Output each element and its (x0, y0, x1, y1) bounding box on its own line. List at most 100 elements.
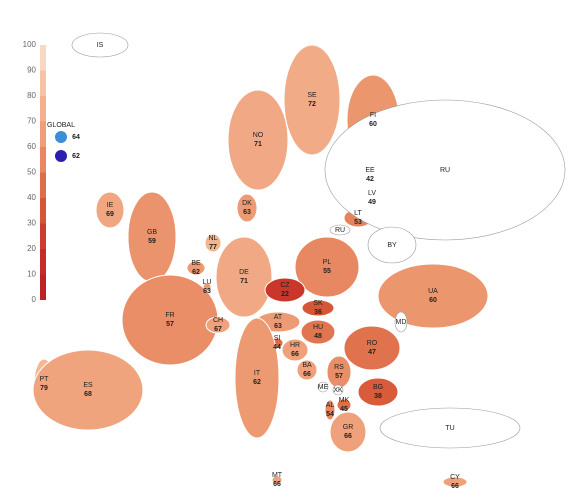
country-code: MK (339, 397, 350, 404)
country-value: 62 (192, 269, 200, 276)
country-shape (394, 311, 408, 333)
country-shape (301, 299, 335, 317)
global-value: 64 (72, 134, 80, 141)
country-code: XK (333, 387, 343, 394)
legend-tick-label: 50 (27, 168, 36, 177)
country-value: 63 (274, 323, 282, 330)
legend-tick-label: 90 (27, 66, 36, 75)
country-shape (95, 191, 125, 229)
country-code: EE (365, 167, 375, 174)
country-code: AT (274, 314, 283, 321)
legend-tick-label: 40 (27, 193, 36, 202)
legend-tick-label: 60 (27, 142, 36, 151)
country-shape (442, 476, 468, 488)
country-code: RO (367, 340, 378, 347)
country-value: 66 (303, 371, 311, 378)
country-code: HR (290, 342, 300, 349)
legend-band (40, 198, 46, 224)
country-value: 60 (429, 297, 437, 304)
country-shape (367, 226, 417, 264)
country-code: TU (445, 425, 454, 432)
country-value: 42 (366, 176, 374, 183)
country-shape (296, 359, 318, 381)
country-code: PT (40, 376, 50, 383)
country-shape (205, 316, 231, 334)
legend-band (40, 96, 46, 122)
country-shape (379, 407, 521, 449)
country-value: 66 (273, 481, 281, 488)
country-value: 57 (166, 321, 174, 328)
country-code: GB (147, 229, 157, 236)
country-value: 71 (240, 278, 248, 285)
legend-band (40, 45, 46, 71)
country-code: CH (213, 317, 223, 324)
country-value: 22 (281, 291, 289, 298)
country-shape (281, 338, 309, 362)
country-code: ME (318, 384, 329, 391)
legend-band (40, 249, 46, 275)
country-value: 66 (451, 483, 459, 490)
country-code: BY (387, 242, 397, 249)
country-code: LV (368, 190, 376, 197)
country-value: 72 (308, 101, 316, 108)
legend-tick-label: 0 (32, 295, 37, 304)
country-code: AL (326, 402, 335, 409)
country-value: 53 (354, 219, 362, 226)
country-code: SK (313, 300, 323, 307)
country-code: MT (272, 472, 283, 479)
legend-tick-label: 30 (27, 219, 36, 228)
legend-tick-label: 10 (27, 270, 36, 279)
country-value: 48 (314, 333, 322, 340)
country-value: 71 (254, 141, 262, 148)
country-value: 63 (243, 209, 251, 216)
country-code: RU (335, 227, 345, 234)
country-code: HU (313, 324, 323, 331)
country-shape (343, 325, 401, 371)
country-shape (215, 236, 273, 318)
country-code: LU (203, 279, 212, 286)
country-code: SE (307, 92, 317, 99)
country-value: 54 (326, 411, 334, 418)
country-shape (336, 398, 352, 412)
country-shape (329, 411, 367, 453)
country-value: 49 (368, 199, 376, 206)
country-shape (357, 377, 399, 407)
country-shape (300, 319, 336, 345)
country-code: CY (450, 474, 460, 481)
country-code: FR (165, 312, 174, 319)
country-code: CZ (280, 282, 290, 289)
legend-band (40, 223, 46, 249)
country-shape (332, 384, 344, 396)
legend-band (40, 172, 46, 198)
country-value: 36 (314, 309, 322, 316)
country-value: 66 (291, 351, 299, 358)
country-shape (283, 44, 341, 156)
country-shape (329, 224, 351, 236)
country-code: RS (334, 364, 344, 371)
legend-tick-label: 80 (27, 91, 36, 100)
country-code: UA (428, 288, 438, 295)
country-code: BE (191, 260, 201, 267)
country-code: NO (253, 132, 264, 139)
country-shape (227, 89, 289, 191)
country-code: LT (354, 210, 362, 217)
country-shape (324, 99, 566, 241)
country-code: MD (396, 319, 407, 326)
legend-tick-label: 20 (27, 244, 36, 253)
country-code: BA (302, 362, 312, 369)
legend-band (40, 147, 46, 173)
country-shape (204, 233, 222, 253)
country-value: 47 (368, 349, 376, 356)
global-label: GLOBAL (47, 122, 75, 129)
country-shape (271, 475, 283, 485)
country-value: 68 (84, 391, 92, 398)
country-shape (71, 32, 129, 58)
country-shape (294, 236, 360, 298)
country-code: GR (343, 424, 354, 431)
country-shape (317, 381, 329, 393)
country-shape (377, 263, 489, 329)
country-code: RU (440, 167, 450, 174)
country-value: 69 (106, 211, 114, 218)
country-value: 77 (209, 244, 217, 251)
